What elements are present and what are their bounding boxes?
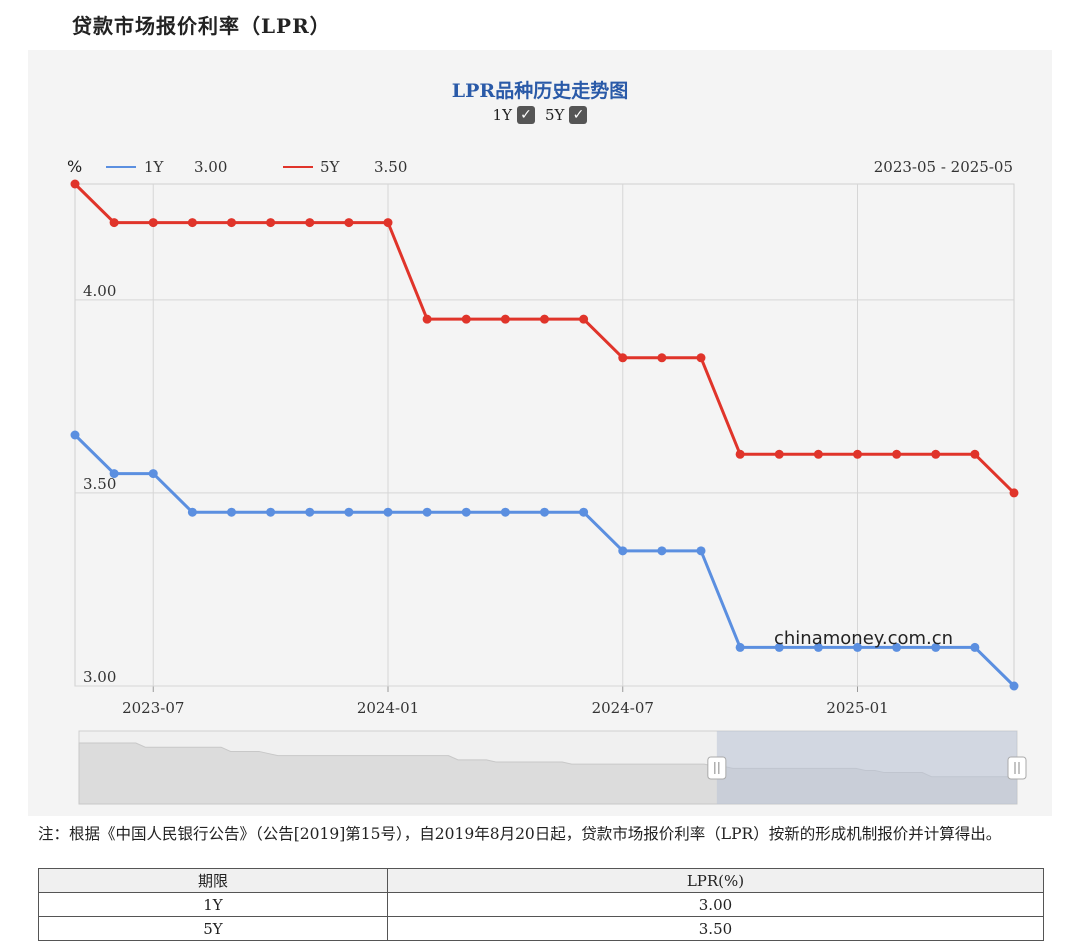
series-toggles: 1Y ✓ 5Y ✓	[0, 106, 1080, 124]
data-point-5y[interactable]	[500, 314, 510, 324]
table-cell: 3.00	[386, 892, 1045, 917]
footnote: 注：根据《中国人民银行公告》（公告[2019]第15号），自2019年8月20日…	[38, 825, 1002, 843]
data-point-1y[interactable]	[657, 546, 667, 556]
y-tick-label: 3.50	[83, 475, 116, 493]
x-tick-label: 2025-01	[826, 699, 888, 717]
data-point-1y[interactable]	[735, 642, 745, 652]
data-point-1y[interactable]	[696, 546, 706, 556]
data-point-1y[interactable]	[931, 642, 941, 652]
data-point-1y[interactable]	[109, 469, 119, 479]
data-point-5y[interactable]	[931, 449, 941, 459]
legend-value-1y: 3.00	[194, 158, 227, 176]
zoom-handle[interactable]	[707, 756, 727, 780]
data-zoom[interactable]	[78, 730, 1027, 805]
data-point-1y[interactable]	[148, 469, 158, 479]
x-tick-label: 2024-01	[357, 699, 419, 717]
data-point-1y[interactable]	[970, 642, 980, 652]
table-cell: 3.50	[386, 916, 1045, 941]
toggle-1y[interactable]: 1Y ✓	[493, 106, 535, 124]
data-point-5y[interactable]	[305, 218, 315, 228]
table-cell: 5Y	[38, 916, 388, 941]
toggle-1y-label: 1Y	[492, 106, 512, 124]
data-point-5y[interactable]	[266, 218, 276, 228]
data-point-1y[interactable]	[344, 507, 354, 517]
data-point-5y[interactable]	[696, 353, 706, 363]
lpr-table: 期限 LPR(%) 1Y 3.00 5Y 3.50	[38, 868, 1045, 941]
data-point-5y[interactable]	[853, 449, 862, 459]
data-point-5y[interactable]	[892, 449, 902, 459]
data-point-1y[interactable]	[813, 642, 823, 652]
data-point-5y[interactable]	[774, 449, 784, 459]
toggle-5y[interactable]: 5Y ✓	[545, 106, 588, 124]
page-title: 贷款市场报价利率（LPR）	[72, 14, 331, 38]
zoom-selected-range[interactable]	[716, 731, 1017, 804]
data-point-1y[interactable]	[774, 642, 784, 652]
watermark: chinamoney.com.cn	[774, 628, 953, 649]
checkbox-checked-icon[interactable]: ✓	[517, 106, 535, 124]
data-point-5y[interactable]	[227, 218, 236, 228]
data-point-1y[interactable]	[187, 507, 197, 517]
data-point-5y[interactable]	[579, 314, 589, 324]
chart-title: LPR品种历史走势图	[451, 80, 629, 102]
table-header: LPR(%)	[386, 868, 1045, 893]
data-point-1y[interactable]	[500, 507, 510, 517]
data-point-1y[interactable]	[1009, 681, 1019, 691]
data-point-5y[interactable]	[657, 353, 667, 363]
data-point-1y[interactable]	[70, 430, 80, 440]
data-point-1y[interactable]	[461, 507, 471, 517]
legend-name-1y: 1Y	[144, 158, 165, 176]
plot-frame	[74, 183, 1015, 687]
data-point-5y[interactable]	[187, 218, 197, 228]
lpr-line-chart: 2023-07 2024-01 2024-07 2025-01 3.00 3.50 4.0…	[67, 157, 1027, 805]
toggle-5y-label: 5Y	[545, 106, 565, 124]
data-point-1y[interactable]	[227, 507, 236, 517]
legend-value-5y: 3.50	[374, 158, 407, 176]
data-point-5y[interactable]	[813, 449, 823, 459]
data-point-5y[interactable]	[344, 218, 354, 228]
y-axis-unit: %	[67, 157, 82, 176]
x-tick-label: 2024-07	[592, 699, 654, 717]
checkbox-checked-icon[interactable]: ✓	[569, 106, 588, 124]
table-cell: 1Y	[38, 892, 388, 917]
data-point-5y[interactable]	[735, 449, 745, 459]
data-point-1y[interactable]	[266, 507, 276, 517]
data-point-5y[interactable]	[540, 314, 549, 324]
data-point-1y[interactable]	[853, 642, 862, 652]
data-point-5y[interactable]	[461, 314, 471, 324]
zoom-handle[interactable]	[1007, 756, 1027, 780]
data-point-1y[interactable]	[618, 546, 628, 556]
data-point-5y[interactable]	[422, 314, 432, 324]
table-row: 1Y 3.00	[38, 892, 1045, 917]
data-point-5y[interactable]	[109, 218, 119, 228]
data-point-5y[interactable]	[383, 218, 393, 228]
table-row: 5Y 3.50	[38, 916, 1045, 941]
x-tick-label: 2023-07	[122, 699, 184, 717]
y-tick-label: 3.00	[83, 668, 116, 686]
data-point-5y[interactable]	[618, 353, 628, 363]
data-point-1y[interactable]	[892, 642, 902, 652]
date-range-label: 2023-05 - 2025-05	[874, 158, 1013, 176]
data-point-5y[interactable]	[1009, 488, 1019, 498]
data-point-5y[interactable]	[70, 179, 80, 189]
data-point-1y[interactable]	[422, 507, 432, 517]
series-line-5y	[73, 182, 1016, 494]
data-point-5y[interactable]	[148, 218, 158, 228]
data-point-1y[interactable]	[579, 507, 589, 517]
data-point-1y[interactable]	[383, 507, 393, 517]
data-point-1y[interactable]	[540, 507, 549, 517]
chart-panel	[28, 50, 1052, 816]
table-header-row: 期限 LPR(%)	[38, 868, 1045, 893]
data-point-5y[interactable]	[970, 449, 980, 459]
data-point-1y[interactable]	[305, 507, 315, 517]
table-header: 期限	[38, 868, 388, 893]
legend-name-5y: 5Y	[320, 158, 341, 176]
y-tick-label: 4.00	[83, 282, 116, 300]
